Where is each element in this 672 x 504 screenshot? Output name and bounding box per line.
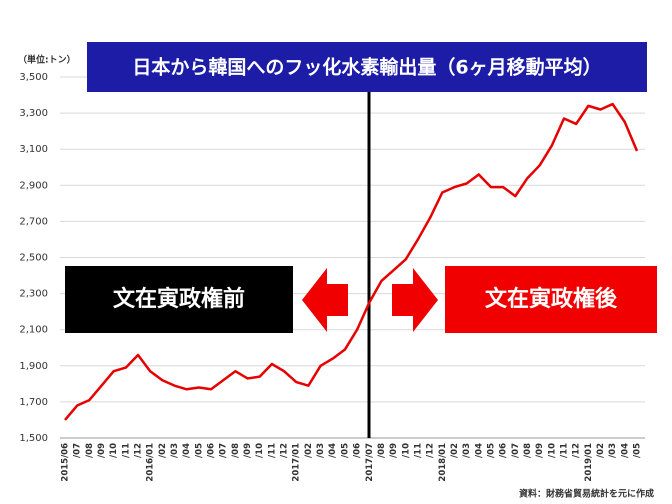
x-tick-label: /02 <box>596 443 606 458</box>
x-tick-label: /09 <box>389 443 399 458</box>
plot <box>64 102 639 421</box>
x-tick-label: /08 <box>523 443 533 458</box>
x-tick-label: /03 <box>316 443 326 458</box>
x-tick-label: /11 <box>267 443 277 458</box>
after-label: 文在寅政権後 <box>485 286 618 312</box>
source-note: 資料：財務省貿易統計を元に作成 <box>519 488 654 500</box>
x-tick-label: /02 <box>304 443 314 458</box>
x-tick-label: /08 <box>377 443 387 458</box>
x-tick-label: /11 <box>413 443 423 458</box>
x-tick-label: /10 <box>401 443 411 458</box>
unit-label: （単位:トン） <box>18 54 76 66</box>
x-tick-label: /09 <box>97 443 107 458</box>
y-tick-label: 2,700 <box>19 216 48 227</box>
y-tick-label: 1,500 <box>19 433 48 444</box>
x-tick-label: /04 <box>182 443 192 458</box>
before-label: 文在寅政権前 <box>113 286 245 312</box>
y-tick-label: 2,100 <box>19 325 48 336</box>
x-tick-label: /08 <box>85 443 95 458</box>
x-tick-label: /11 <box>559 443 569 458</box>
x-tick-label: /07 <box>219 443 229 458</box>
x-tick-label: /07 <box>73 443 83 458</box>
x-tick-label: 2017/07 <box>365 443 375 482</box>
y-tick-label: 3,500 <box>19 72 48 83</box>
before-box <box>65 266 293 333</box>
x-tick-label: /05 <box>340 443 350 458</box>
data-line <box>64 102 639 421</box>
x-tick-label: /03 <box>608 443 618 458</box>
x-tick-label: /07 <box>511 443 521 458</box>
title-box <box>87 42 647 92</box>
x-tick-label: /08 <box>231 443 241 458</box>
left-arrow <box>302 268 348 332</box>
x-tick-label: /04 <box>620 443 630 458</box>
after-box <box>445 266 657 333</box>
x-tick-label: /10 <box>255 443 265 458</box>
x-tick-label: 2016/01 <box>146 443 156 482</box>
x-tick-label: /05 <box>486 443 496 458</box>
x-tick-label: /12 <box>134 443 144 458</box>
x-tick-label: /05 <box>633 443 643 458</box>
x-tick-label: /09 <box>243 443 253 458</box>
x-tick-label: /03 <box>462 443 472 458</box>
chart-title: 日本から韓国へのフッ化水素輸出量（6ヶ月移動平均） <box>132 56 601 79</box>
x-tick-label: /04 <box>474 443 484 458</box>
y-tick-label: 2,900 <box>19 180 48 191</box>
x-tick-label: /06 <box>499 443 509 458</box>
y-tick-label: 1,900 <box>19 361 48 372</box>
y-tick-label: 2,500 <box>19 253 48 264</box>
x-tick-label: /06 <box>207 443 217 458</box>
y-tick-label: 1,700 <box>19 397 48 408</box>
x-tick-label: /11 <box>121 443 131 458</box>
x-tick-label: /12 <box>426 443 436 458</box>
x-tick-label: /04 <box>328 443 338 458</box>
x-tick-label: /02 <box>158 443 168 458</box>
x-tick-label: /05 <box>194 443 204 458</box>
x-tick-label: 2018/01 <box>438 443 448 482</box>
x-tick-label: /09 <box>535 443 545 458</box>
x-tick-label: /10 <box>109 443 119 458</box>
y-tick-label: 2,300 <box>19 289 48 300</box>
x-tick-label: 2015/06 <box>61 443 71 482</box>
x-tick-label: /03 <box>170 443 180 458</box>
x-tick-label: /06 <box>353 443 363 458</box>
right-arrow <box>392 268 438 332</box>
y-tick-label: 3,300 <box>19 108 48 119</box>
x-tick-label: /02 <box>450 443 460 458</box>
x-tick-label: /10 <box>547 443 557 458</box>
x-tick-label: /12 <box>280 443 290 458</box>
x-tick-label: /12 <box>572 443 582 458</box>
x-tick-label: 2017/01 <box>292 443 302 482</box>
x-tick-label: 2019/01 <box>584 443 594 482</box>
y-tick-label: 3,100 <box>19 144 48 155</box>
